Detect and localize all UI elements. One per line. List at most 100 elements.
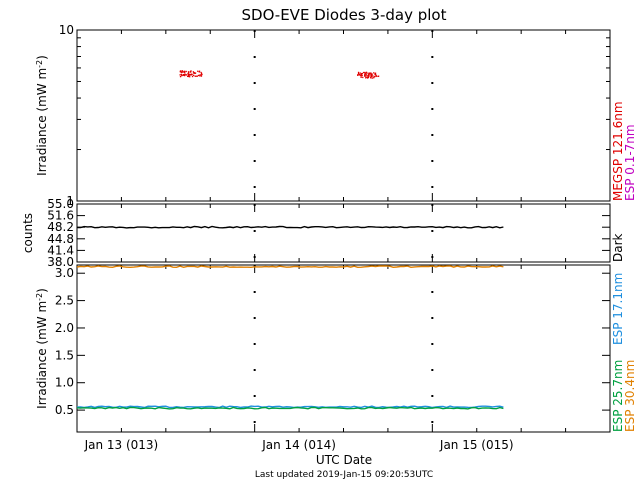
data-point (366, 77, 369, 79)
data-point (180, 73, 183, 75)
data-point (191, 73, 193, 75)
data-point (183, 74, 185, 76)
data-point (179, 70, 182, 72)
data-point (370, 76, 372, 78)
data-point (190, 70, 192, 73)
data-point (184, 73, 186, 75)
y-tick-label: 10 (59, 23, 74, 37)
data-point (188, 74, 190, 77)
y-tick-label: 51.6 (47, 209, 74, 223)
data-point (367, 73, 370, 75)
data-point (374, 74, 376, 76)
data-point (199, 74, 201, 76)
data-point (371, 73, 373, 76)
data-point (371, 74, 373, 77)
data-point (370, 73, 372, 76)
data-point (364, 72, 366, 74)
data-point (184, 71, 186, 74)
data-point (200, 72, 203, 75)
data-point (187, 75, 189, 78)
data-point (360, 73, 363, 76)
data-point (357, 71, 360, 74)
panel-frame (76, 203, 611, 263)
data-point (181, 75, 183, 77)
data-point (183, 71, 185, 73)
data-point (188, 71, 190, 73)
data-point (179, 74, 181, 76)
data-point (189, 73, 192, 76)
data-point (368, 74, 370, 77)
data-point (359, 72, 361, 74)
y-tick-label: 55.0 (47, 197, 74, 211)
y-tick-label: 3.0 (55, 266, 74, 280)
series-line (76, 265, 504, 269)
data-point (364, 75, 366, 77)
data-point (182, 74, 184, 76)
data-point (373, 76, 376, 78)
data-point (188, 75, 190, 78)
series-line (76, 406, 504, 410)
data-point (199, 75, 201, 77)
data-point (364, 71, 366, 74)
data-point (358, 73, 361, 76)
y-axis-label: counts (21, 213, 35, 253)
y-tick-label: 2.5 (55, 294, 74, 308)
y-tick-label: 0.5 (55, 403, 74, 417)
y-tick-label: 48.2 (47, 220, 74, 234)
data-point (179, 75, 182, 78)
data-point (185, 70, 187, 73)
data-point (364, 73, 366, 75)
panel-bottom: 0.5 1.0 1.5 2.0 2.5 3.0 Irradiance (mW m-2) ESP… (35, 264, 637, 433)
x-tick-label: Jan 13 (013) (84, 438, 159, 452)
data-point (180, 71, 183, 73)
y-tick-label: 41.4 (47, 243, 74, 257)
data-point (193, 72, 196, 74)
data-point (360, 74, 362, 77)
data-point (357, 74, 359, 76)
data-point (368, 72, 370, 74)
data-point (183, 74, 186, 76)
data-point (366, 72, 368, 74)
legend-label: ESP 17.1nm (611, 273, 625, 345)
y-tick-label: 44.8 (47, 232, 74, 246)
panel-middle: 55.051.648.244.841.438.0 counts Dark (21, 197, 625, 269)
data-point (187, 74, 190, 76)
legend-label: Dark (611, 233, 625, 262)
data-point (188, 71, 190, 74)
data-point (377, 75, 380, 77)
data-point (183, 70, 186, 72)
data-point (370, 77, 372, 79)
data-point (360, 76, 362, 78)
x-axis-label: UTC Date (316, 453, 372, 467)
data-point (375, 74, 377, 76)
footer-timestamp: Last updated 2019-Jan-15 09:20:53UTC (255, 470, 433, 480)
data-point (197, 74, 200, 77)
data-point (196, 75, 199, 77)
data-point (200, 71, 202, 74)
series-line (77, 225, 504, 229)
y-tick-label: 1 (66, 194, 74, 208)
data-point (183, 74, 186, 77)
data-point (365, 73, 367, 75)
data-point (195, 75, 197, 77)
data-point (198, 71, 200, 73)
data-point (363, 74, 366, 76)
data-point (370, 72, 372, 75)
data-point (367, 76, 370, 78)
data-point (197, 70, 199, 72)
data-point (201, 73, 203, 76)
data-point (359, 74, 362, 76)
data-point (360, 73, 363, 75)
data-point (370, 75, 373, 78)
x-tick-label: Jan 14 (014) (261, 438, 336, 452)
data-point (179, 71, 182, 73)
data-point (192, 74, 195, 76)
data-point (373, 77, 375, 79)
data-point (368, 73, 371, 75)
data-point (190, 70, 192, 72)
data-cluster (179, 70, 203, 78)
